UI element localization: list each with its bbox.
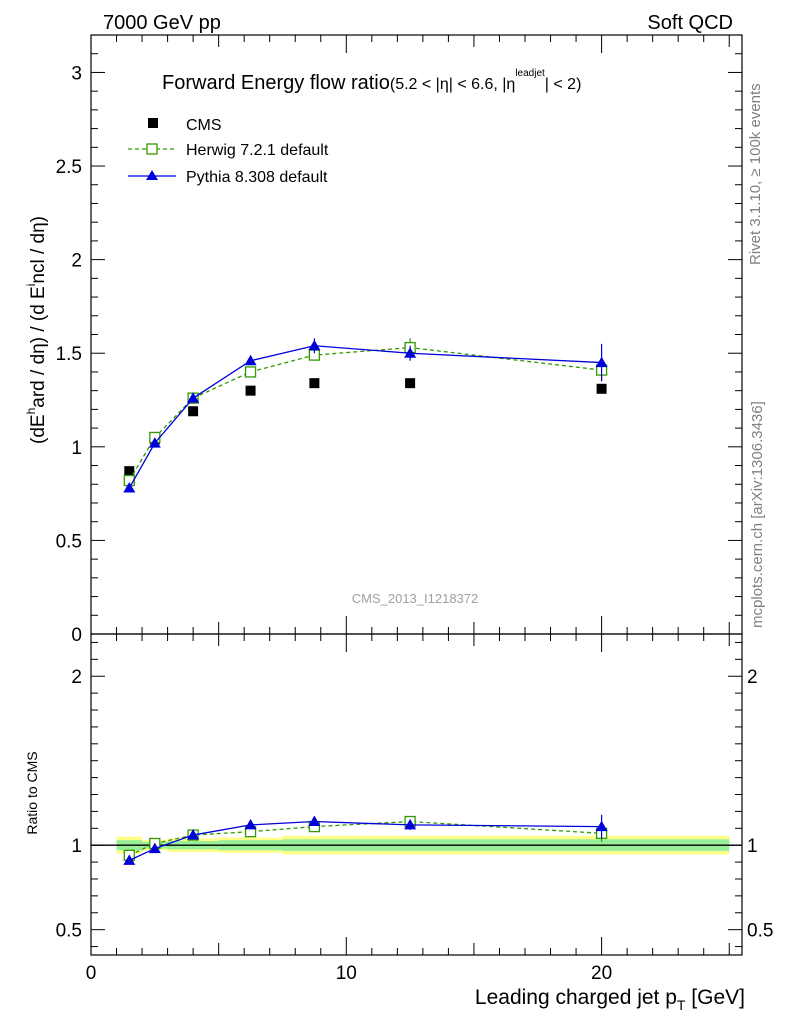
main-cms-point [596, 383, 607, 394]
main-pythia-point [244, 354, 257, 366]
main-pythia-point [148, 437, 161, 448]
y-tick-label-main: 0 [71, 625, 82, 646]
legend-label-pythia: Pythia 8.308 default [186, 169, 328, 186]
legend: CMS Herwig 7.2.1 default Pythia 8.308 de… [128, 117, 329, 186]
main-pythia-point [404, 347, 417, 358]
chart-title: Forward Energy flow ratio(5.2 < |η| < 6.… [162, 68, 581, 94]
main-cms-point [188, 406, 199, 417]
y-tick-label-main: 0.5 [56, 531, 82, 552]
y-tick-label-ratio: 0.5 [56, 921, 82, 942]
main-cms-point [124, 466, 135, 477]
legend-label-herwig: Herwig 7.2.1 default [186, 142, 329, 159]
main-cms-point [405, 378, 416, 389]
legend-marker-herwig [146, 143, 158, 155]
ratio-pythia-point [148, 842, 161, 854]
y-tick-label-ratio-right: 1 [747, 836, 758, 857]
y-tick-label-ratio: 2 [71, 667, 82, 688]
ratio-pythia-point [595, 820, 608, 832]
x-tick-label: 20 [591, 963, 612, 984]
main-herwig-line [128, 346, 602, 481]
x-axis-label: Leading charged jet pT [GeV] [475, 986, 745, 1013]
legend-marker-cms [148, 118, 158, 128]
ratio-pythia-point [187, 829, 200, 840]
x-tick-label: 10 [336, 963, 357, 984]
rivet-label: Rivet 3.1.10, ≥ 100k events [747, 83, 764, 265]
data-series [123, 338, 608, 865]
main-cms-point [309, 378, 320, 389]
header-right: Soft QCD [647, 12, 733, 34]
ratio-pythia-point [404, 818, 417, 830]
y-tick-label-main: 1 [71, 438, 82, 459]
x-tick-label: 0 [86, 963, 97, 984]
main-pythia-point [123, 481, 136, 493]
mcplots-label: mcplots.cern.ch [arXiv:1306.3436] [749, 401, 766, 628]
y-tick-label-ratio: 1 [71, 836, 82, 857]
y-tick-label-main: 3 [71, 63, 82, 84]
main-pythia-point [595, 356, 608, 368]
axes: 00.511.522.530.5 0.51 12 20 10 20 [56, 34, 773, 984]
legend-label-cms: CMS [186, 117, 222, 134]
analysis-watermark: CMS_2013_I1218372 [352, 591, 479, 606]
header-left: 7000 GeV pp [103, 12, 221, 34]
ratio-pythia-point [244, 818, 257, 830]
y-axis-label-main: (dEhard / dη) / (d Eincl / dη) [24, 216, 49, 444]
main-pythia-point [308, 339, 321, 351]
main-pythia-line [128, 345, 602, 489]
ratio-panel-frame [90, 633, 743, 956]
y-tick-label-main: 1.5 [56, 344, 82, 365]
legend-marker-pythia [146, 170, 158, 180]
ratio-pythia-point [308, 815, 321, 827]
y-tick-label-ratio-right: 2 [747, 667, 758, 688]
main-pythia-point [187, 392, 200, 403]
main-cms-point [245, 385, 256, 396]
ratio-uncertainty-bands [91, 835, 742, 855]
ratio-pythia-point [123, 854, 136, 865]
main-herwig-point [244, 366, 257, 378]
y-tick-label-main: 2 [71, 251, 82, 272]
y-axis-label-ratio: Ratio to CMS [24, 751, 40, 834]
y-tick-label-ratio-right: 0.5 [747, 921, 773, 942]
y-tick-label-main: 2.5 [56, 157, 82, 178]
